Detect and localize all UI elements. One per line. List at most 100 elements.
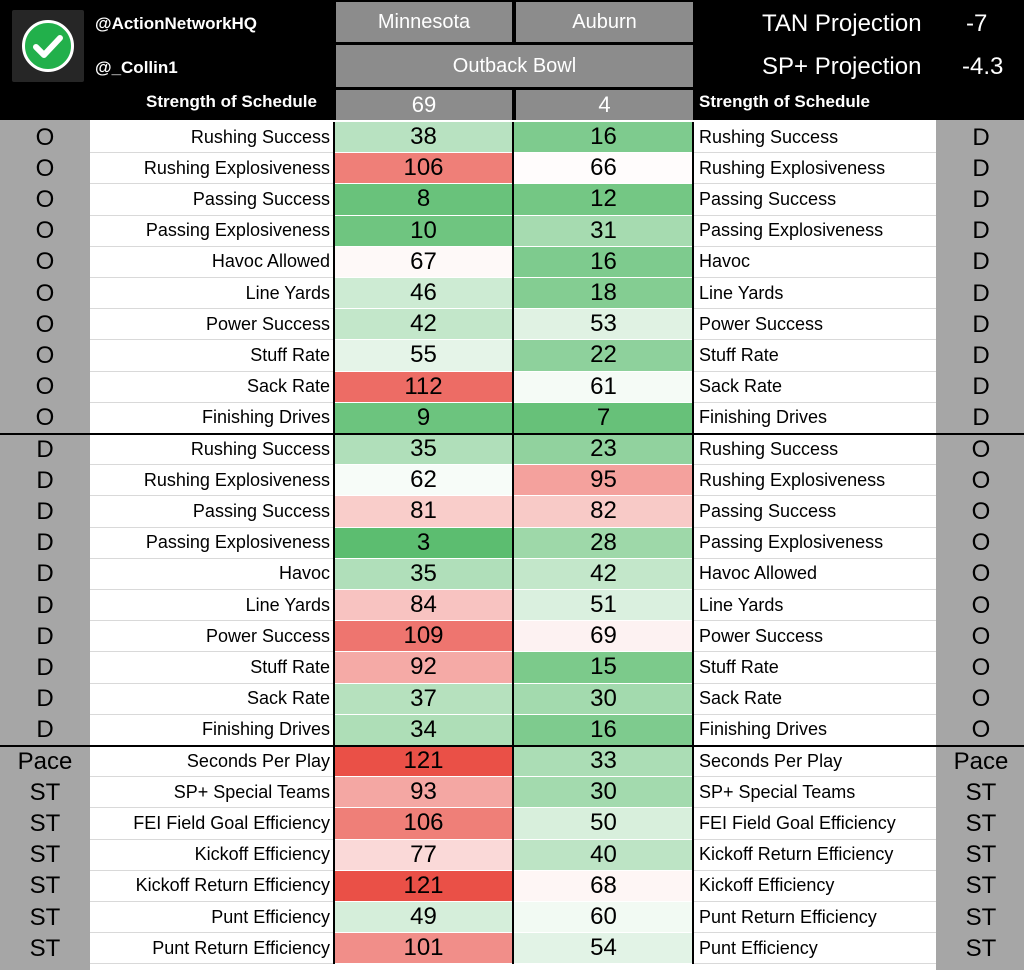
column-divider	[333, 683, 335, 715]
handle-primary: @ActionNetworkHQ	[95, 14, 258, 33]
unit-right: O	[971, 716, 991, 744]
stat-label-left: Punt Return Efficiency	[90, 933, 334, 965]
column-divider	[692, 434, 694, 466]
column-divider	[512, 714, 514, 746]
stat-value-auburn: 16	[514, 246, 693, 278]
table-row: D Havoc 35 42 Havoc Allowed O	[0, 558, 1024, 590]
table-row: D Sack Rate 37 30 Sack Rate O	[0, 683, 1024, 715]
unit-left: O	[35, 185, 55, 213]
column-divider	[333, 371, 335, 403]
column-divider	[512, 122, 514, 154]
unit-right: D	[972, 123, 990, 151]
stat-label-right: Line Yards	[693, 590, 936, 622]
column-divider	[692, 808, 694, 840]
stat-label-left: Passing Explosiveness	[90, 527, 334, 559]
stat-label-right: Havoc	[693, 246, 936, 278]
stat-label-right: Sack Rate	[693, 371, 936, 403]
unit-right: D	[972, 279, 990, 307]
stat-value-minnesota: 121	[334, 746, 513, 778]
stat-label-left: Rushing Explosiveness	[90, 153, 334, 185]
table-row: O Passing Success 8 12 Passing Success D	[0, 184, 1024, 216]
column-divider	[692, 558, 694, 590]
stat-label-left: Stuff Rate	[90, 340, 334, 372]
column-divider	[333, 246, 335, 278]
stat-value-minnesota: 35	[334, 434, 513, 466]
column-divider	[692, 246, 694, 278]
column-divider	[692, 902, 694, 934]
stat-label-right: Seconds Per Play	[693, 746, 936, 778]
unit-left: ST	[29, 872, 61, 900]
stat-value-minnesota: 10	[334, 215, 513, 247]
sos-label-right: Strength of Schedule	[699, 92, 870, 111]
unit-right: O	[971, 685, 991, 713]
column-divider	[692, 839, 694, 871]
stat-label-right: Kickoff Efficiency	[693, 870, 936, 902]
stat-value-auburn: 12	[514, 184, 693, 216]
stat-label-right: Punt Efficiency	[693, 933, 936, 965]
column-divider	[692, 153, 694, 185]
unit-left: D	[36, 466, 54, 494]
unit-left: ST	[29, 841, 61, 869]
unit-right: O	[971, 435, 991, 463]
stat-label-right: Rushing Explosiveness	[693, 153, 936, 185]
stat-value-minnesota: 37	[334, 683, 513, 715]
stat-value-minnesota: 112	[334, 371, 513, 403]
column-divider	[512, 839, 514, 871]
stat-label-right: Power Success	[693, 621, 936, 653]
table-row: O Rushing Success 38 16 Rushing Success D	[0, 122, 1024, 154]
column-divider	[333, 215, 335, 247]
unit-left: D	[36, 653, 54, 681]
unit-left: ST	[29, 903, 61, 931]
table-row: O Sack Rate 112 61 Sack Rate D	[0, 371, 1024, 403]
column-divider	[692, 278, 694, 310]
column-divider	[512, 153, 514, 185]
stat-value-auburn: 51	[514, 590, 693, 622]
unit-right: D	[972, 373, 990, 401]
column-divider	[512, 215, 514, 247]
stat-value-auburn: 68	[514, 870, 693, 902]
unit-left: ST	[29, 809, 61, 837]
side-column-right	[936, 120, 1024, 970]
stat-label-left: FEI Field Goal Efficiency	[90, 808, 334, 840]
stat-value-auburn: 18	[514, 278, 693, 310]
column-divider	[333, 340, 335, 372]
column-divider	[333, 746, 335, 778]
column-divider	[692, 527, 694, 559]
side-column-left	[0, 120, 90, 970]
column-divider	[333, 465, 335, 497]
table-row: ST SP+ Special Teams 93 30 SP+ Special Teams…	[0, 777, 1024, 809]
stat-label-left: Stuff Rate	[90, 652, 334, 684]
table-row: D Power Success 109 69 Power Success O	[0, 621, 1024, 653]
column-divider	[692, 746, 694, 778]
unit-right: O	[971, 653, 991, 681]
stat-value-minnesota: 84	[334, 590, 513, 622]
stat-value-minnesota: 62	[334, 465, 513, 497]
sos-value-right: 4	[516, 90, 693, 120]
stat-label-left: Line Yards	[90, 278, 334, 310]
checkmark-icon-bg	[22, 20, 74, 72]
stat-label-left: Power Success	[90, 309, 334, 341]
unit-left: O	[35, 154, 55, 182]
column-divider	[512, 309, 514, 341]
stat-label-left: Sack Rate	[90, 371, 334, 403]
stat-value-minnesota: 35	[334, 558, 513, 590]
stat-value-auburn: 69	[514, 621, 693, 653]
header-bar: @ActionNetworkHQ @_Collin1 Minnesota Aub…	[0, 0, 1024, 120]
column-divider	[512, 434, 514, 466]
stat-value-auburn: 30	[514, 683, 693, 715]
stat-label-left: Kickoff Efficiency	[90, 839, 334, 871]
team-right: Auburn	[516, 2, 693, 42]
stat-label-right: Finishing Drives	[693, 402, 936, 434]
stat-label-left: Power Success	[90, 621, 334, 653]
sos-value-left: 69	[336, 90, 512, 120]
stat-label-right: Line Yards	[693, 278, 936, 310]
unit-right: ST	[965, 934, 997, 962]
tan-projection-label: TAN Projection	[762, 10, 922, 37]
table-row: D Line Yards 84 51 Line Yards O	[0, 590, 1024, 622]
stat-value-auburn: 30	[514, 777, 693, 809]
column-divider	[333, 808, 335, 840]
column-divider	[512, 870, 514, 902]
column-divider	[512, 246, 514, 278]
table-row: O Line Yards 46 18 Line Yards D	[0, 278, 1024, 310]
tan-projection-value: -7	[966, 10, 988, 37]
